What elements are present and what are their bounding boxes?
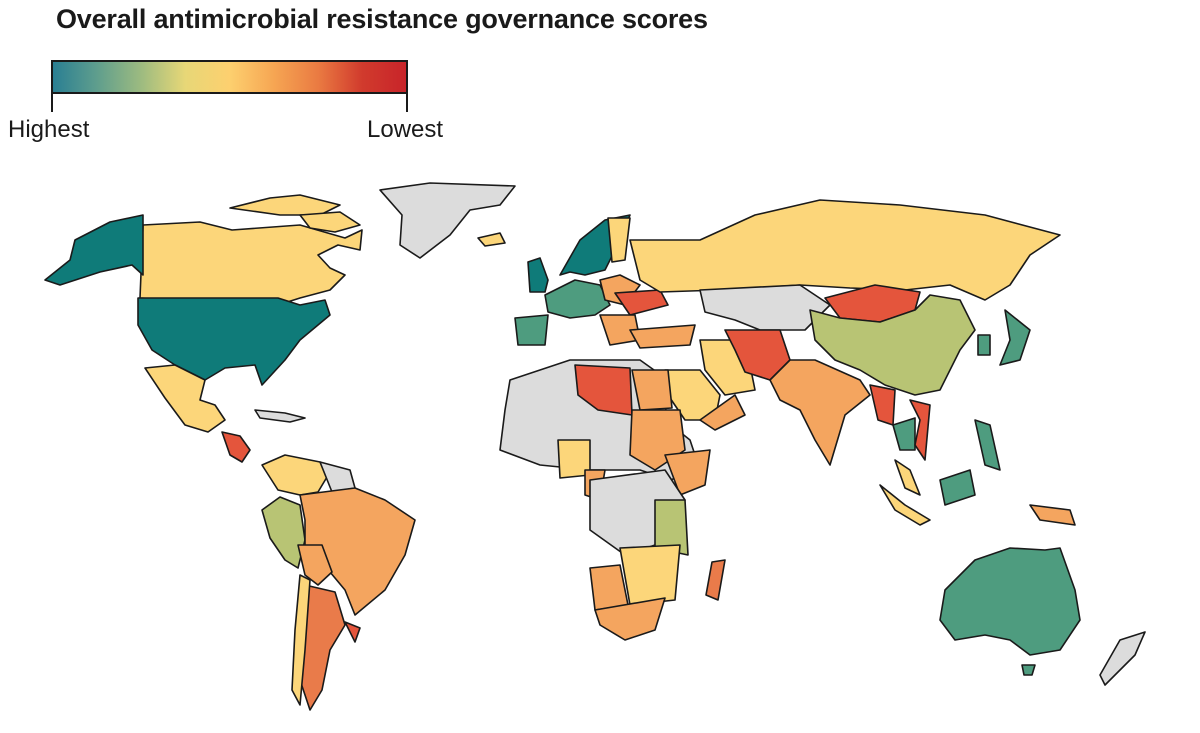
region-western-europe [544, 279, 611, 319]
region-central-asia [699, 284, 831, 331]
legend-tick-low [406, 94, 408, 112]
region-malaysia [894, 459, 921, 496]
region-south-africa [594, 597, 666, 641]
region-madagascar [705, 559, 726, 601]
region-ukraine [614, 289, 669, 316]
region-finland [607, 217, 631, 263]
region-east-africa [654, 499, 689, 556]
region-indonesia [879, 484, 931, 526]
region-libya [574, 364, 633, 416]
region-alaska [44, 214, 144, 286]
region-australia [939, 547, 1081, 656]
region-central-america [221, 431, 251, 463]
legend-gradient-bar [51, 60, 408, 94]
region-canada-islands-2 [299, 211, 361, 233]
region-turkey [629, 324, 696, 349]
region-greenland [379, 182, 516, 259]
region-new-zealand [1099, 631, 1146, 686]
region-mexico [144, 364, 226, 433]
region-angola [589, 564, 629, 611]
region-guianas [319, 461, 356, 493]
region-chile [291, 574, 311, 706]
region-tasmania [1021, 664, 1036, 676]
region-usa [137, 297, 331, 386]
region-caribbean [254, 409, 306, 423]
region-borneo [939, 469, 976, 506]
region-iceland [477, 232, 506, 247]
region-korea [977, 334, 991, 356]
region-uk [527, 257, 549, 293]
region-peru [261, 496, 306, 569]
region-egypt [631, 369, 673, 411]
region-colombia-venezuela [261, 454, 331, 496]
region-bolivia [297, 544, 333, 586]
region-uruguay [344, 621, 361, 643]
region-iberia [514, 314, 549, 346]
region-russia [629, 199, 1061, 301]
region-canada [139, 221, 363, 306]
color-legend: Highest Lowest [0, 56, 470, 156]
region-vietnam [909, 399, 931, 461]
legend-tick-high [51, 94, 53, 112]
map-title: Overall antimicrobial resistance governa… [56, 4, 708, 34]
region-png [1029, 504, 1076, 526]
region-myanmar [869, 384, 896, 426]
region-japan [999, 309, 1031, 366]
region-thailand [892, 417, 916, 451]
region-india [769, 359, 871, 466]
world-map [44, 182, 1146, 711]
legend-label-lowest: Lowest [367, 116, 444, 143]
region-ethiopia [664, 449, 711, 496]
region-china [809, 294, 976, 396]
region-oman-yemen [699, 394, 746, 431]
region-philippines [974, 419, 1001, 471]
region-southern-africa [619, 544, 681, 606]
legend-label-highest: Highest [8, 116, 90, 143]
region-canada-islands [229, 194, 341, 216]
